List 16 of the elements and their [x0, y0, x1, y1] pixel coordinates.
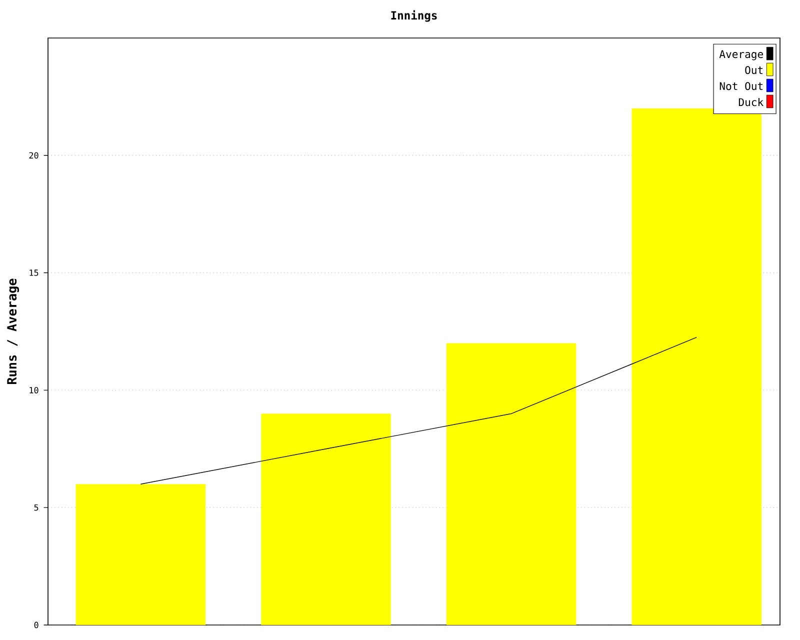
- legend-label: Not Out: [720, 82, 763, 90]
- y-tick-label: 0: [34, 622, 38, 628]
- legend-label: Out: [745, 66, 763, 74]
- y-tick-label: 5: [34, 504, 38, 511]
- legend-label: Average: [719, 50, 763, 60]
- y-tick-label: 10: [30, 386, 38, 394]
- y-axis-title: Runs / Average: [7, 278, 20, 384]
- chart-title: Innings: [391, 10, 437, 22]
- bar: [76, 484, 206, 625]
- bar: [261, 414, 391, 625]
- y-tick-label: 15: [30, 270, 38, 276]
- bar: [446, 343, 576, 625]
- y-tick-label: 20: [29, 152, 38, 159]
- bar: [632, 108, 762, 625]
- legend-label: Duck: [738, 98, 764, 106]
- line-series: [140, 337, 697, 484]
